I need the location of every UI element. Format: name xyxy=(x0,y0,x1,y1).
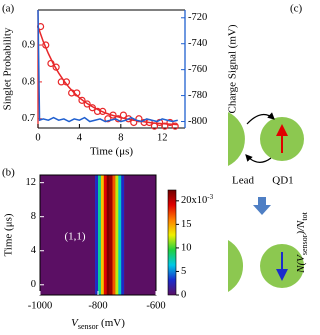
data-point xyxy=(83,100,91,108)
panel-label: (b) xyxy=(2,167,15,179)
heat-cell xyxy=(40,175,96,295)
axis-label: Vsensor (mV) xyxy=(71,317,125,332)
lead-label: Lead xyxy=(232,175,254,187)
x-tick-label: 8 xyxy=(118,132,123,143)
y-tick-label: 0 xyxy=(31,279,36,290)
tunnel-arrow xyxy=(246,112,275,125)
heat-cell xyxy=(124,175,157,295)
heat-cell xyxy=(100,175,105,295)
y-tick-label: 0.9 xyxy=(22,39,35,50)
colorbar-tick-label: 15 xyxy=(181,219,192,230)
y-tick-label: 0.8 xyxy=(22,76,35,87)
y-tick-label: 12 xyxy=(26,177,37,188)
annotation: (1,1) xyxy=(64,231,85,243)
heat-cell xyxy=(118,175,122,295)
y2-tick-label: -800 xyxy=(188,116,207,127)
data-point xyxy=(135,115,143,123)
y-axis-label: Singlet Probability xyxy=(2,27,14,110)
x-tick-label: 4 xyxy=(77,132,83,143)
lead-shape xyxy=(228,240,244,292)
x-axis-label: Time (μs) xyxy=(90,146,133,158)
data-point xyxy=(171,122,179,130)
y-tick-label: 0.7 xyxy=(22,113,35,124)
lead-shape xyxy=(228,112,245,166)
colorbar-exponent: -3 xyxy=(207,192,213,200)
y-axis-label: Time (μs) xyxy=(3,213,15,256)
figure: (c) Lead QD1 (a) 0 4 8 12 0.7 0.8 0.9 -720 -740 -7… xyxy=(2,3,310,332)
y2-tick-label: -780 xyxy=(188,90,207,101)
y-tick-label: 4 xyxy=(31,245,37,256)
colorbar-tick-label: 0 xyxy=(181,289,186,300)
data-point xyxy=(78,96,86,104)
x-tick-label: -800 xyxy=(88,300,107,311)
heat-cell xyxy=(106,175,110,295)
dot-label: QD1 xyxy=(272,175,293,187)
x-tick-label: -600 xyxy=(146,300,165,311)
y2-tick-label: -760 xyxy=(188,64,207,75)
label-part: sensor xyxy=(78,322,99,331)
tunnel-arrow xyxy=(245,154,272,163)
label-part: (mV) xyxy=(98,317,125,329)
colorbar xyxy=(167,189,177,296)
x-tick-label: 0 xyxy=(35,132,40,143)
label-part: V xyxy=(71,317,79,329)
heat-cell xyxy=(103,175,107,295)
data-line xyxy=(37,9,178,123)
label-part: N(V xyxy=(295,254,307,274)
colorbar-tick-label: 5 xyxy=(181,266,186,277)
panel-label: (c) xyxy=(290,3,303,15)
data-point xyxy=(104,115,112,123)
heat-cell xyxy=(98,175,102,295)
x-tick-label: -1000 xyxy=(28,300,53,311)
data-point xyxy=(166,118,174,127)
label-part: )/N xyxy=(295,220,307,236)
transition-arrow xyxy=(253,197,271,215)
y-tick-label: 8 xyxy=(31,211,36,222)
heat-cell xyxy=(109,175,113,295)
data-point xyxy=(52,63,60,71)
label-part: sensor xyxy=(300,234,309,255)
heat-cell xyxy=(95,175,99,295)
x-tick-label: 12 xyxy=(157,132,168,143)
heat-cell xyxy=(112,175,116,295)
y2-axis-label: Charge Signal (mV) xyxy=(227,24,239,113)
axis-label: N(Vsensor)/Ntot xyxy=(295,211,310,273)
data-point xyxy=(99,107,107,116)
data-line xyxy=(37,26,178,126)
label-part: tot xyxy=(300,211,309,220)
colorbar-tick-label: 10 xyxy=(181,242,192,253)
heat-cell xyxy=(115,175,119,295)
y2-tick-label: -740 xyxy=(188,38,207,49)
y2-tick-label: -720 xyxy=(188,12,207,23)
panel-label: (a) xyxy=(2,3,15,15)
colorbar-tick-label: 20x10-3 xyxy=(181,192,214,206)
heat-cell xyxy=(121,175,125,295)
